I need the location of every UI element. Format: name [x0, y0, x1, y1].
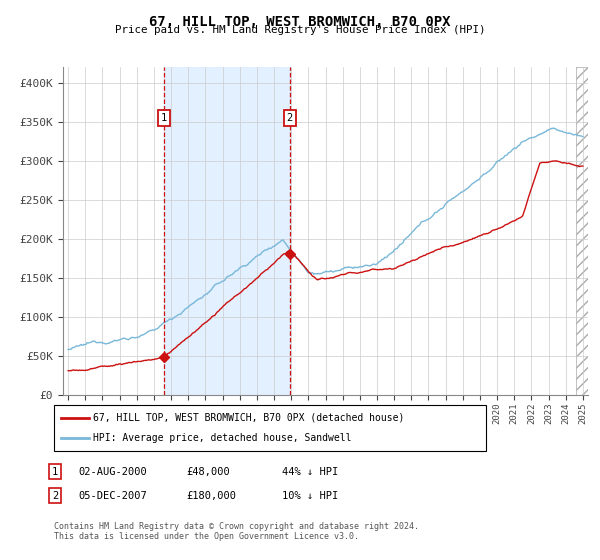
Text: Contains HM Land Registry data © Crown copyright and database right 2024.
This d: Contains HM Land Registry data © Crown c… — [54, 522, 419, 542]
Bar — [164, 67, 290, 395]
Text: 2: 2 — [52, 491, 58, 501]
Text: 67, HILL TOP, WEST BROMWICH, B70 0PX: 67, HILL TOP, WEST BROMWICH, B70 0PX — [149, 15, 451, 29]
Text: 1: 1 — [161, 113, 167, 123]
Text: £180,000: £180,000 — [186, 491, 236, 501]
Text: £48,000: £48,000 — [186, 466, 230, 477]
Text: 02-AUG-2000: 02-AUG-2000 — [78, 466, 147, 477]
Text: HPI: Average price, detached house, Sandwell: HPI: Average price, detached house, Sand… — [93, 433, 352, 443]
Text: 1: 1 — [52, 466, 58, 477]
Text: 67, HILL TOP, WEST BROMWICH, B70 0PX (detached house): 67, HILL TOP, WEST BROMWICH, B70 0PX (de… — [93, 413, 404, 423]
Text: Price paid vs. HM Land Registry's House Price Index (HPI): Price paid vs. HM Land Registry's House … — [115, 25, 485, 35]
Text: 10% ↓ HPI: 10% ↓ HPI — [282, 491, 338, 501]
Bar — [576, 67, 588, 395]
Text: 05-DEC-2007: 05-DEC-2007 — [78, 491, 147, 501]
Text: 2: 2 — [287, 113, 293, 123]
Text: 44% ↓ HPI: 44% ↓ HPI — [282, 466, 338, 477]
